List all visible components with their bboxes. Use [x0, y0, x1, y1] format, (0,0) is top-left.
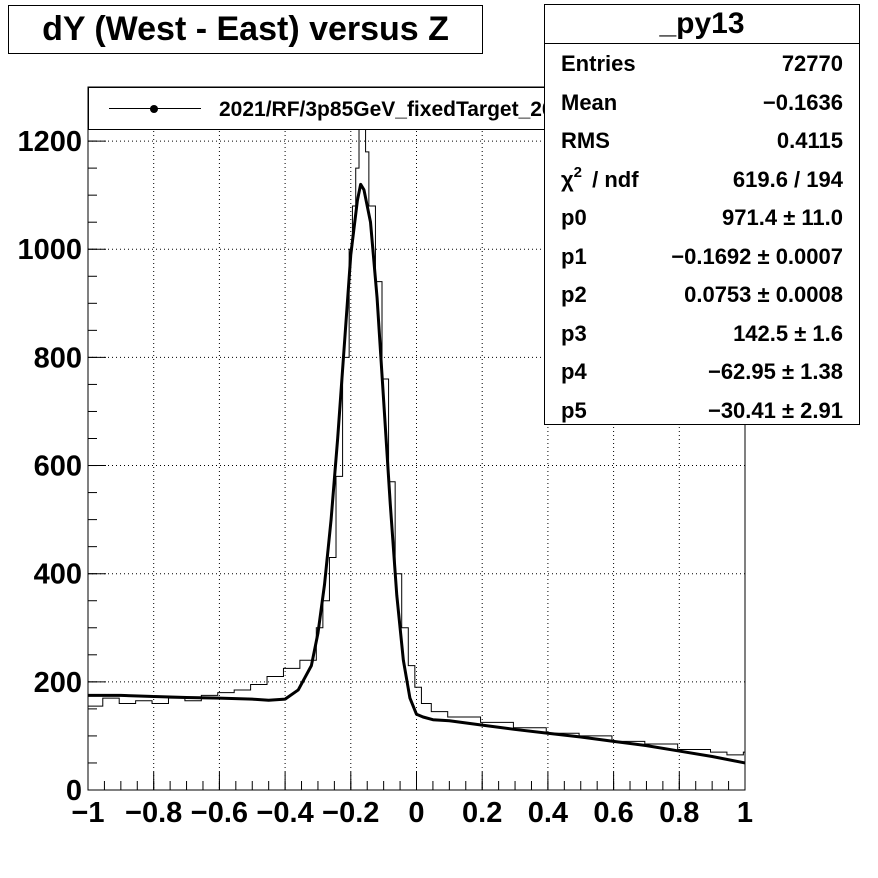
x-tick-label: 0.8 [659, 797, 699, 829]
stats-label: Mean [561, 89, 618, 115]
x-tick-label: −0.6 [191, 797, 248, 829]
x-tick-label: 0.6 [593, 797, 633, 829]
stats-label: p1 [561, 243, 587, 269]
stats-row-p5: p5 −30.41 ± 2.91 [545, 391, 859, 430]
stats-row-p3: p3 142.5 ± 1.6 [545, 314, 859, 353]
y-tick-label: 400 [34, 559, 82, 591]
stats-label: χ2 / ndf [561, 163, 639, 193]
y-tick-label: 1200 [17, 126, 82, 158]
stats-label: p3 [561, 320, 587, 346]
stats-label: p0 [561, 205, 587, 230]
stats-value: 142.5 ± 1.6 [733, 320, 843, 346]
chart-title: dY (West - East) versus Z [8, 5, 483, 54]
stats-value: −0.1692 ± 0.0007 [671, 243, 843, 269]
y-tick-label: 0 [66, 775, 82, 807]
x-tick-label: −0.4 [256, 797, 313, 829]
stats-value: −62.95 ± 1.38 [707, 359, 843, 384]
x-tick-label: −1 [71, 797, 104, 829]
stats-row-p2: p2 0.0753 ± 0.0008 [545, 275, 859, 314]
stats-row-entries: Entries 72770 [545, 44, 859, 83]
y-tick-label: 1000 [17, 234, 82, 266]
stats-value: −30.41 ± 2.91 [707, 397, 843, 423]
stats-row-chi2: χ2 / ndf 619.6 / 194 [545, 160, 859, 199]
fit-curve-line [88, 182, 746, 765]
stats-label: p5 [561, 397, 587, 423]
x-tick-label: −0.2 [322, 797, 379, 829]
stats-row-p0: p0 971.4 ± 11.0 [545, 198, 859, 237]
chi-label-rest: / ndf [586, 166, 639, 192]
fit-curve-series [88, 182, 746, 765]
x-tick-label: 0.2 [462, 797, 502, 829]
y-tick-label: 600 [34, 451, 82, 483]
chi-superscript: 2 [573, 163, 583, 181]
stats-title: _py13 [545, 5, 859, 44]
stats-row-p4: p4 −62.95 ± 1.38 [545, 352, 859, 391]
x-tick-label: 1 [737, 797, 753, 829]
x-tick-label: 0 [408, 797, 424, 829]
y-tick-label: 800 [34, 342, 82, 374]
stats-label: p4 [561, 359, 587, 384]
legend: 2021/RF/3p85GeV_fixedTarget_2021 [88, 87, 613, 130]
stats-row-p1: p1 −0.1692 ± 0.0007 [545, 237, 859, 276]
stats-label: RMS [561, 128, 610, 153]
stats-value: 619.6 / 194 [732, 166, 843, 192]
stats-value: −0.1636 [762, 89, 843, 115]
legend-entry-label: 2021/RF/3p85GeV_fixedTarget_2021 [219, 98, 577, 121]
stats-value: 0.4115 [776, 128, 843, 153]
x-tick-labels: −1 −0.8 −0.6 −0.4 −0.2 0 0.2 0.4 0.6 0.8 1 [71, 797, 753, 829]
stats-box: _py13 Entries 72770 Mean −0.1636 RMS 0.4… [544, 4, 860, 425]
stats-value: 971.4 ± 11.0 [722, 205, 843, 230]
axis-ticks [87, 86, 746, 791]
stats-label: Entries [561, 51, 636, 76]
stats-row-mean: Mean −0.1636 [545, 83, 859, 122]
y-tick-label: 200 [34, 667, 82, 699]
y-tick-labels: 0 200 400 600 800 1000 1200 [17, 126, 82, 807]
chi-symbol: χ [561, 166, 574, 192]
grid [88, 87, 745, 790]
x-tick-label: 0.4 [528, 797, 568, 829]
stats-value: 0.0753 ± 0.0008 [684, 282, 843, 307]
stats-value: 72770 [781, 51, 843, 76]
stats-row-rms: RMS 0.4115 [545, 121, 859, 160]
stats-label: p2 [561, 282, 587, 307]
legend-marker-icon [150, 105, 158, 113]
x-tick-label: −0.8 [125, 797, 182, 829]
